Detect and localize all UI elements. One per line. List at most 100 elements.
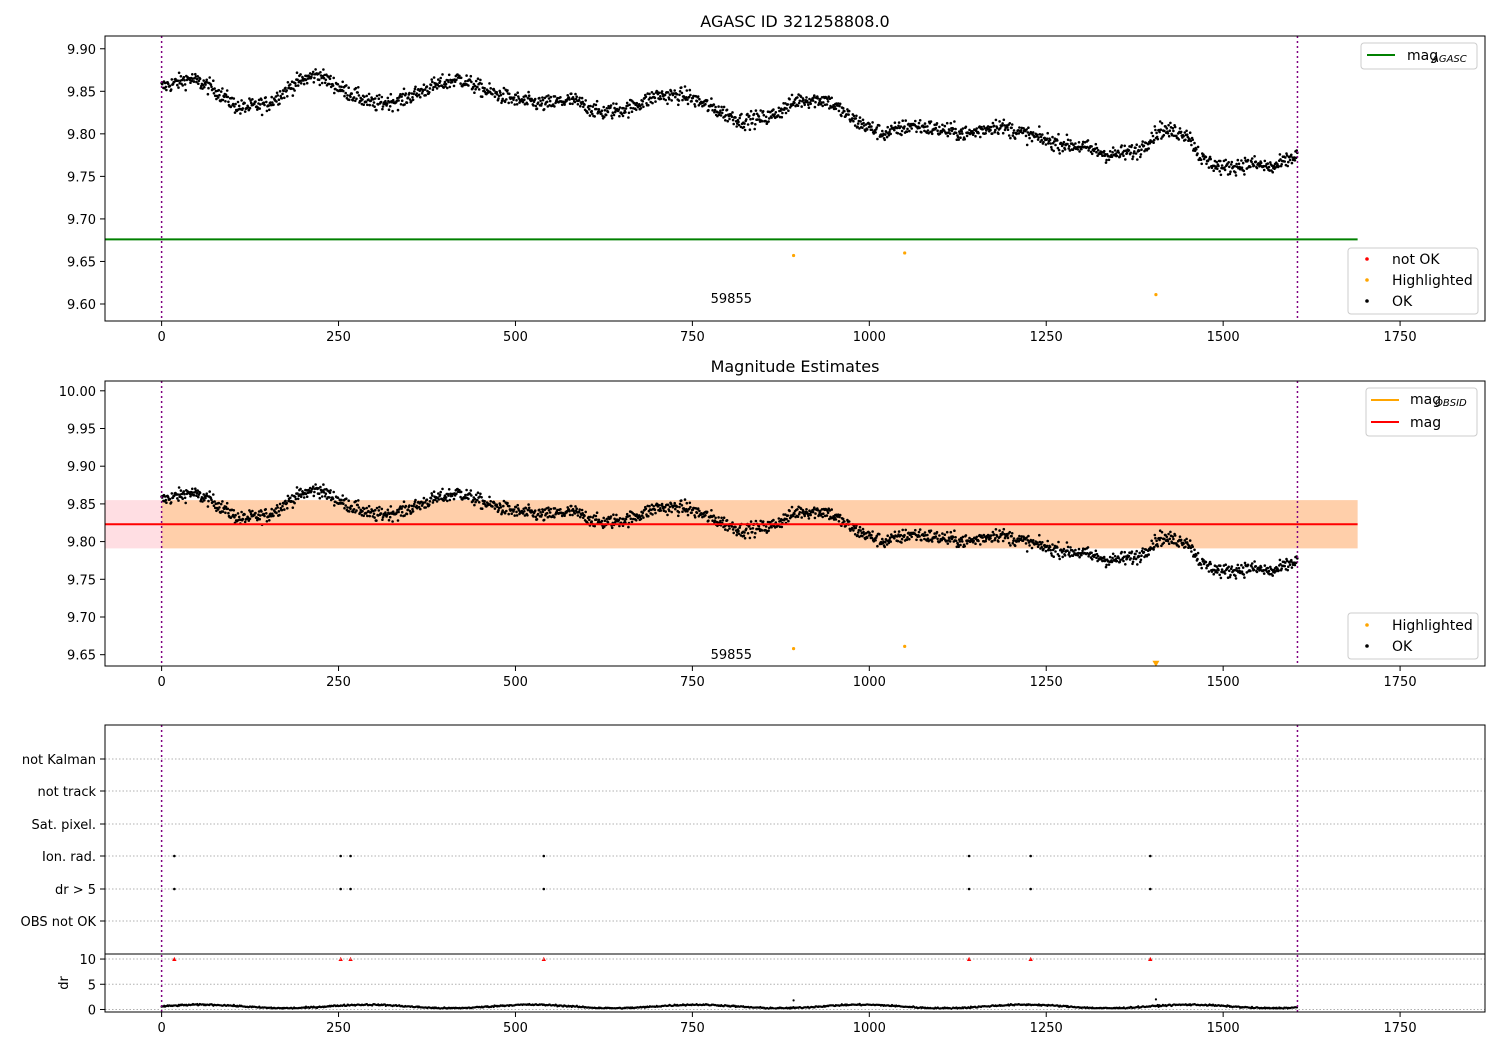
ok-point <box>790 505 794 509</box>
ok-point <box>938 132 942 135</box>
ok-point <box>420 92 424 95</box>
ok-point <box>182 490 186 493</box>
ok-point <box>1125 151 1129 155</box>
ok-point <box>474 88 477 91</box>
ok-point <box>535 518 539 521</box>
ok-point <box>506 501 509 505</box>
ok-point <box>629 106 633 110</box>
ok-point <box>536 512 540 516</box>
ok-point <box>847 113 850 116</box>
ok-point <box>1131 155 1135 158</box>
ok-point <box>847 520 851 523</box>
ok-point <box>830 508 833 511</box>
ok-point <box>1120 144 1123 147</box>
ok-point <box>1076 554 1080 557</box>
ok-point <box>1141 547 1144 550</box>
ok-point <box>1048 138 1052 142</box>
ok-point <box>1237 162 1241 166</box>
ok-point <box>513 103 516 106</box>
ok-point <box>1140 554 1143 557</box>
ok-point <box>446 499 449 503</box>
ok-point <box>853 124 857 127</box>
ok-point <box>732 122 735 126</box>
ok-point <box>899 533 903 537</box>
ok-point <box>568 98 571 101</box>
y-tick-label: 9.95 <box>67 423 96 438</box>
ok-point <box>951 127 955 131</box>
ok-point <box>812 96 815 99</box>
ok-point <box>1240 159 1243 162</box>
ok-point <box>1155 135 1159 139</box>
ok-point <box>660 90 664 93</box>
ok-point <box>893 121 897 124</box>
ok-point <box>212 493 215 496</box>
ok-point <box>296 78 299 81</box>
ok-point <box>1229 170 1232 173</box>
ok-point <box>737 120 740 124</box>
ok-point <box>231 513 235 517</box>
ok-point <box>704 514 707 517</box>
ok-point <box>861 118 865 122</box>
ok-point <box>543 508 547 512</box>
ok-point <box>1267 569 1271 573</box>
ok-point <box>1228 569 1231 573</box>
ok-point <box>790 93 794 97</box>
ok-point <box>438 493 442 497</box>
ok-point <box>496 93 499 96</box>
ok-point <box>1111 552 1115 556</box>
ok-point <box>391 98 395 102</box>
ok-point <box>1026 539 1030 542</box>
ok-point <box>968 128 971 132</box>
ok-point <box>874 539 877 542</box>
ok-point <box>348 510 351 513</box>
ok-point <box>989 534 993 537</box>
ok-point <box>1135 143 1138 146</box>
ok-point <box>512 98 515 102</box>
ok-point <box>647 514 650 518</box>
ok-point <box>1151 134 1155 138</box>
ok-point <box>591 112 594 116</box>
ok-point <box>1062 547 1066 551</box>
ok-point <box>473 503 476 507</box>
ok-point <box>264 96 268 99</box>
ok-point <box>1122 559 1125 563</box>
ok-point <box>1078 150 1081 153</box>
ok-point <box>620 112 624 116</box>
ok-point <box>391 520 394 523</box>
ok-point <box>279 94 283 98</box>
ok-point <box>1134 552 1137 556</box>
ok-point <box>949 121 953 125</box>
ok-point <box>993 130 996 134</box>
ok-point <box>444 82 448 86</box>
ok-point <box>975 127 978 130</box>
ok-point <box>222 95 226 99</box>
ok-point <box>808 509 811 512</box>
ok-point <box>625 512 629 516</box>
ok-point <box>833 516 836 519</box>
ok-point <box>240 510 243 514</box>
panel2-line-legend: mag OBSID mag <box>1365 387 1478 437</box>
x-tick-label: 1250 <box>1030 675 1063 690</box>
ok-point <box>903 125 906 128</box>
ok-point <box>628 103 631 107</box>
ok-point <box>285 89 289 92</box>
ok-point <box>539 99 542 103</box>
ok-point <box>918 126 921 130</box>
ok-point <box>545 100 549 104</box>
ok-point <box>219 502 223 506</box>
ok-point <box>181 497 184 501</box>
x-tick-label: 1500 <box>1207 330 1240 345</box>
ok-point <box>948 129 951 132</box>
ok-point <box>954 127 957 131</box>
ok-point <box>1027 534 1030 538</box>
ok-point <box>743 531 746 534</box>
ok-point <box>312 494 316 498</box>
ok-point <box>938 125 941 129</box>
ok-point <box>910 535 913 539</box>
ok-point <box>243 513 246 516</box>
ok-point <box>896 132 900 135</box>
ok-point <box>233 111 237 114</box>
ok-point <box>459 495 462 499</box>
ok-point <box>838 513 842 517</box>
ok-point <box>372 101 376 104</box>
